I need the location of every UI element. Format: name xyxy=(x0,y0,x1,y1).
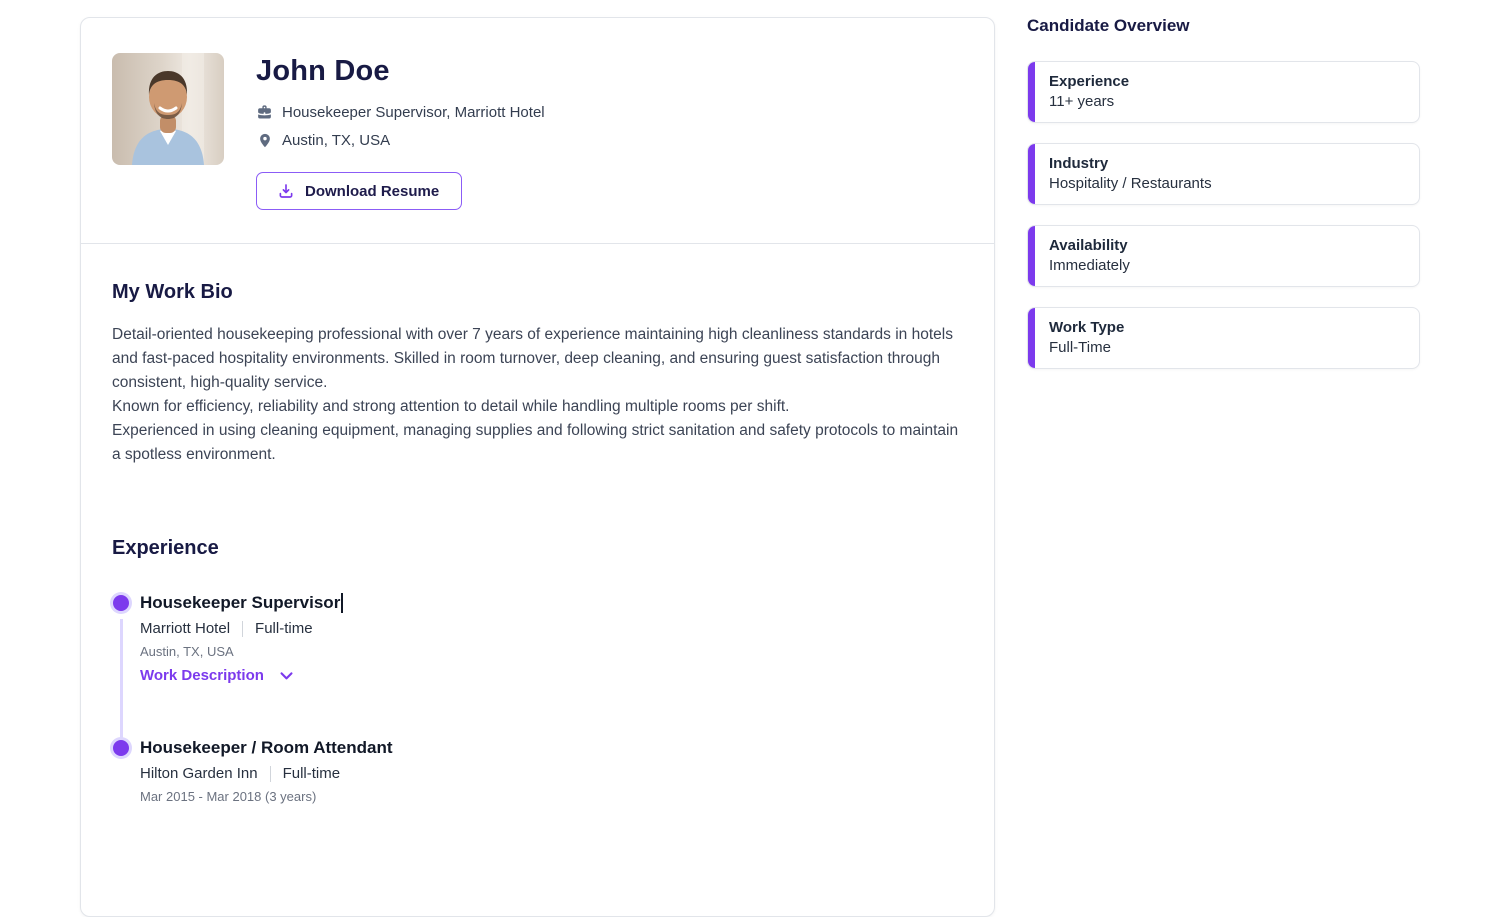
experience-employment-type: Full-time xyxy=(282,765,341,782)
experience-company-row: Hilton Garden Inn Full-time xyxy=(140,765,962,782)
work-description-toggle[interactable]: Work Description xyxy=(140,667,295,684)
current-position-row: Housekeeper Supervisor, Marriott Hotel xyxy=(256,104,545,121)
download-icon xyxy=(277,182,295,200)
experience-dates: Mar 2015 - Mar 2018 (3 years) xyxy=(140,789,317,804)
download-resume-label: Download Resume xyxy=(305,182,440,200)
bio-paragraph: Experienced in using cleaning equipment,… xyxy=(112,422,959,463)
location-row: Austin, TX, USA xyxy=(256,132,545,149)
experience-title-text: Housekeeper / Room Attendant xyxy=(140,738,393,757)
timeline-connector-line xyxy=(120,619,123,749)
work-bio-heading: My Work Bio xyxy=(112,281,233,303)
overview-card-experience: Experience 11+ years xyxy=(1027,61,1420,123)
download-resume-button[interactable]: Download Resume xyxy=(256,172,463,210)
overview-card-industry: Industry Hospitality / Restaurants xyxy=(1027,143,1420,205)
overview-card-value: 11+ years xyxy=(1049,93,1115,110)
profile-photo xyxy=(112,53,224,165)
overview-card-label: Experience xyxy=(1049,73,1130,90)
profile-body: My Work Bio Detail-oriented housekeeping… xyxy=(81,244,994,804)
experience-section: Experience Housekeeper Supervisor Marrio… xyxy=(112,537,962,804)
candidate-overview-sidebar: Candidate Overview Experience 11+ years … xyxy=(1027,16,1420,389)
candidate-overview-heading: Candidate Overview xyxy=(1027,16,1190,35)
experience-title-field[interactable]: Housekeeper Supervisor xyxy=(140,593,343,613)
accent-bar xyxy=(1028,308,1035,368)
candidate-name: John Doe xyxy=(256,55,390,87)
overview-card-label: Industry xyxy=(1049,155,1109,172)
text-cursor-caret xyxy=(341,593,343,613)
profile-header: John Doe Housekeeper Supervisor, Marriot… xyxy=(81,18,994,244)
work-bio-text: Detail-oriented housekeeping professiona… xyxy=(112,323,962,467)
overview-card-availability: Availability Immediately xyxy=(1027,225,1420,287)
experience-timeline: Housekeeper Supervisor Marriott Hotel Fu… xyxy=(112,593,962,804)
candidate-profile-card: John Doe Housekeeper Supervisor, Marriot… xyxy=(80,17,995,917)
accent-bar xyxy=(1028,62,1035,122)
vertical-divider xyxy=(269,765,271,782)
experience-title-text: Housekeeper Supervisor xyxy=(140,593,341,612)
accent-bar xyxy=(1028,226,1035,286)
experience-item: Housekeeper Supervisor Marriott Hotel Fu… xyxy=(113,593,962,749)
vertical-divider xyxy=(242,620,244,637)
profile-info: John Doe Housekeeper Supervisor, Marriot… xyxy=(256,53,545,210)
overview-card-value: Immediately xyxy=(1049,257,1130,274)
current-position-text: Housekeeper Supervisor, Marriott Hotel xyxy=(282,104,545,121)
experience-item: Housekeeper / Room Attendant Hilton Gard… xyxy=(113,738,962,804)
experience-heading: Experience xyxy=(112,537,219,559)
overview-card-value: Full-Time xyxy=(1049,339,1111,356)
location-text: Austin, TX, USA xyxy=(282,132,391,149)
overview-card-work-type: Work Type Full-Time xyxy=(1027,307,1420,369)
experience-company: Hilton Garden Inn xyxy=(140,765,258,782)
bio-paragraph: Detail-oriented housekeeping professiona… xyxy=(112,326,953,391)
experience-company: Marriott Hotel xyxy=(140,620,231,637)
timeline-dot-icon xyxy=(113,595,129,611)
overview-card-label: Work Type xyxy=(1049,319,1125,336)
briefcase-icon xyxy=(256,104,273,121)
experience-title-field[interactable]: Housekeeper / Room Attendant xyxy=(140,738,393,758)
timeline-dot-icon xyxy=(113,740,129,756)
overview-card-value: Hospitality / Restaurants xyxy=(1049,175,1212,192)
overview-card-label: Availability xyxy=(1049,237,1128,254)
accent-bar xyxy=(1028,144,1035,204)
work-bio-section: My Work Bio Detail-oriented housekeeping… xyxy=(112,281,962,467)
location-pin-icon xyxy=(256,132,273,149)
profile-photo-image xyxy=(112,53,224,165)
bio-paragraph: Known for efficiency, reliability and st… xyxy=(112,398,790,415)
experience-location: Austin, TX, USA xyxy=(140,644,234,659)
work-description-label: Work Description xyxy=(140,667,264,684)
experience-employment-type: Full-time xyxy=(255,620,313,637)
chevron-down-icon xyxy=(278,667,295,684)
experience-company-row: Marriott Hotel Full-time xyxy=(140,620,962,637)
